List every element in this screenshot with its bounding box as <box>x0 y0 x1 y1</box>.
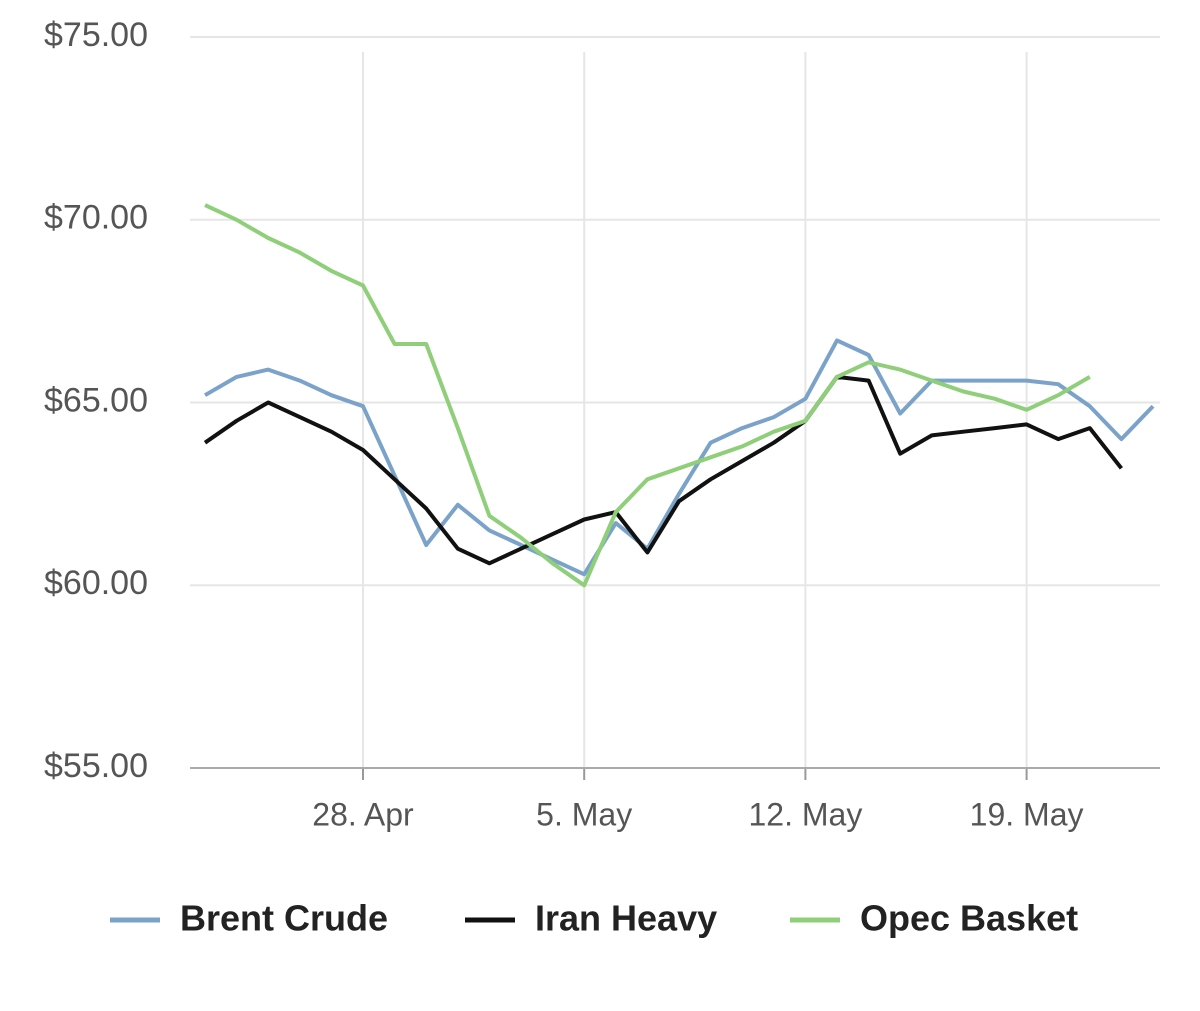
legend-label: Opec Basket <box>860 898 1078 939</box>
legend-label: Brent Crude <box>180 898 388 939</box>
y-tick-label: $75.00 <box>44 16 148 54</box>
y-tick-label: $65.00 <box>44 381 148 419</box>
y-tick-label: $70.00 <box>44 199 148 237</box>
x-tick-label: 19. May <box>970 796 1084 832</box>
series-line <box>203 338 1155 577</box>
series-line <box>203 374 1123 566</box>
series-line <box>204 203 1091 588</box>
x-tick-label: 12. May <box>748 796 862 832</box>
x-tick-label: 28. Apr <box>312 796 414 832</box>
y-tick-label: $55.00 <box>44 747 148 785</box>
x-tick-label: 5. May <box>536 796 632 832</box>
legend-label: Iran Heavy <box>535 898 717 939</box>
y-tick-label: $60.00 <box>44 564 148 602</box>
